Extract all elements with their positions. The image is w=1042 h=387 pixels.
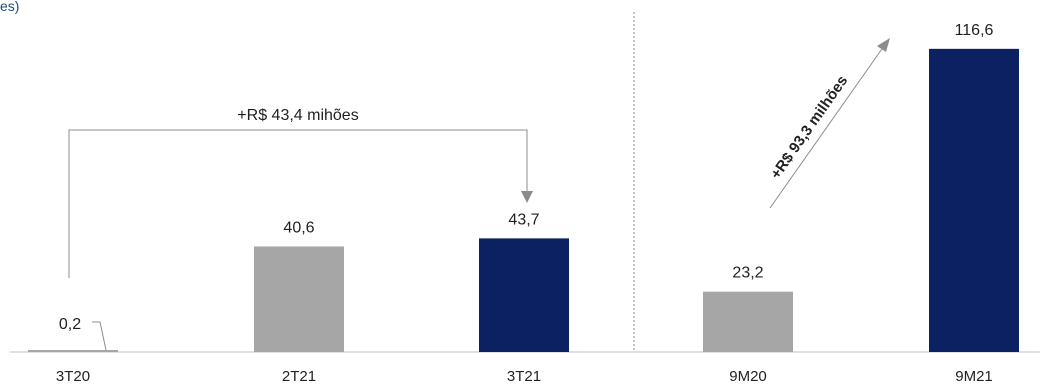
value-label-2t21: 40,6 — [283, 219, 314, 236]
bar-9m20 — [703, 291, 793, 352]
quarter-delta-label: +R$ 43,4 mihões — [237, 107, 358, 124]
value-label-9m21: 116,6 — [955, 22, 994, 39]
category-label-3t20: 3T20 — [56, 368, 90, 385]
bar-2t21 — [254, 246, 344, 352]
category-label-3t21: 3T21 — [507, 368, 541, 385]
value-label-3t20: 0,2 — [59, 316, 81, 333]
quarter-delta-bracket — [68, 129, 528, 278]
bar-9m21 — [929, 48, 1019, 353]
quarter-delta-arrowhead — [521, 191, 533, 203]
category-label-9m21: 9M21 — [955, 368, 993, 385]
category-label-9m20: 9M20 — [729, 368, 767, 385]
bar-series — [28, 48, 1019, 353]
ytd-delta-label: +R$ 93,3 milhões — [767, 73, 851, 183]
ytd-delta-arrowhead — [877, 38, 890, 52]
bar-3t20 — [28, 350, 118, 352]
value-label-9m20: 23,2 — [732, 265, 763, 282]
value-label-3t21: 43,7 — [508, 211, 539, 228]
value-labels: 0,2 40,6 43,7 23,2 116,6 — [59, 22, 994, 333]
category-labels: 3T20 2T21 3T21 9M20 9M21 — [56, 368, 993, 385]
category-label-2t21: 2T21 — [282, 368, 316, 385]
chart-subtitle-fragment: es) — [0, 0, 19, 14]
ytd-delta-arrow-line — [769, 45, 885, 209]
bar-3t21 — [479, 238, 569, 352]
value-label-leader-line — [92, 321, 107, 351]
